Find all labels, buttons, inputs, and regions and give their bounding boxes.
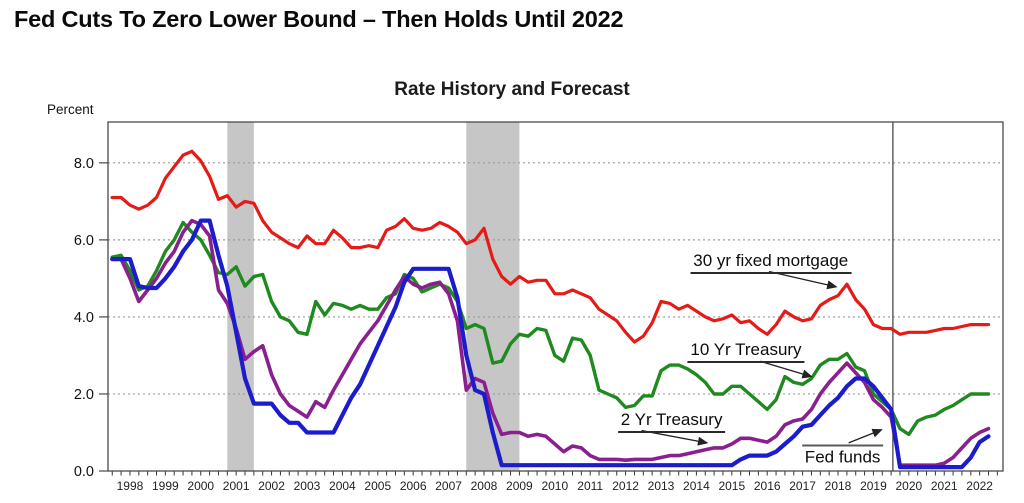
y-tick-label: 8.0 (74, 156, 94, 172)
x-tick-label: 2015 (718, 479, 745, 493)
x-tick-label: 2019 (860, 479, 887, 493)
chart-title: Rate History and Forecast (394, 79, 630, 100)
x-tick-label: 2016 (754, 479, 781, 493)
label-text: 30 yr fixed mortgage (690, 251, 852, 275)
x-tick-label: 2017 (789, 479, 816, 493)
x-tick-label: 2011 (577, 479, 603, 493)
x-tick-label: 2004 (329, 479, 356, 493)
x-tick-label: 2021 (931, 479, 958, 493)
x-tick-label: 2000 (187, 479, 214, 493)
x-tick-label: 2001 (223, 479, 250, 493)
x-tick-label: 2014 (683, 479, 710, 493)
x-tick-label: 2018 (825, 479, 852, 493)
label-text: 2 Yr Treasury (617, 410, 726, 434)
y-tick-label: 0.0 (74, 464, 94, 480)
y-tick-label: 6.0 (74, 233, 94, 249)
annotation-arrow (768, 270, 838, 290)
x-tick-label: 2022 (966, 479, 993, 493)
series-line-10-yr-treasury (110, 220, 991, 437)
x-tick-label: 2013 (648, 479, 675, 493)
x-tick-label: 2009 (506, 479, 533, 493)
label-text: 10 Yr Treasury (687, 340, 805, 364)
recession-band (227, 122, 254, 471)
x-tick-label: 1998 (117, 479, 144, 493)
label-2-yr-treasury: 2 Yr Treasury (617, 410, 726, 434)
label-fed-funds: Fed funds (801, 444, 884, 467)
series-line-fed-funds (110, 218, 991, 470)
x-tick-label: 2003 (294, 479, 321, 493)
plot-border (107, 121, 1004, 472)
annotation-arrow (641, 429, 709, 446)
label-30-yr-fixed-mortgage: 30 yr fixed mortgage (690, 251, 852, 275)
series-line-30-yr-fixed-mortgage (110, 149, 991, 344)
y-tick-label: 4.0 (74, 310, 94, 326)
series-line-2-yr-treasury (110, 218, 991, 468)
x-tick-label: 2006 (400, 479, 427, 493)
x-tick-label: 1999 (152, 479, 179, 493)
y-tick-label: 2.0 (74, 387, 94, 403)
page-title: Fed Cuts To Zero Lower Bound – Then Hold… (14, 6, 624, 32)
x-tick-label: 2007 (435, 479, 462, 493)
x-tick-label: 2010 (541, 479, 568, 493)
y-axis-unit-label: Percent (47, 102, 94, 117)
label-text: Fed funds (801, 444, 884, 467)
recession-band (466, 122, 520, 471)
annotation-arrow (848, 428, 883, 444)
x-tick-label: 2008 (471, 479, 498, 493)
annotation-arrow (759, 360, 813, 379)
x-tick-label: 2005 (364, 479, 391, 493)
label-10-yr-treasury: 10 Yr Treasury (687, 340, 805, 364)
x-tick-label: 2002 (258, 479, 285, 493)
x-tick-label: 2020 (895, 479, 922, 493)
x-tick-label: 2012 (612, 479, 639, 493)
